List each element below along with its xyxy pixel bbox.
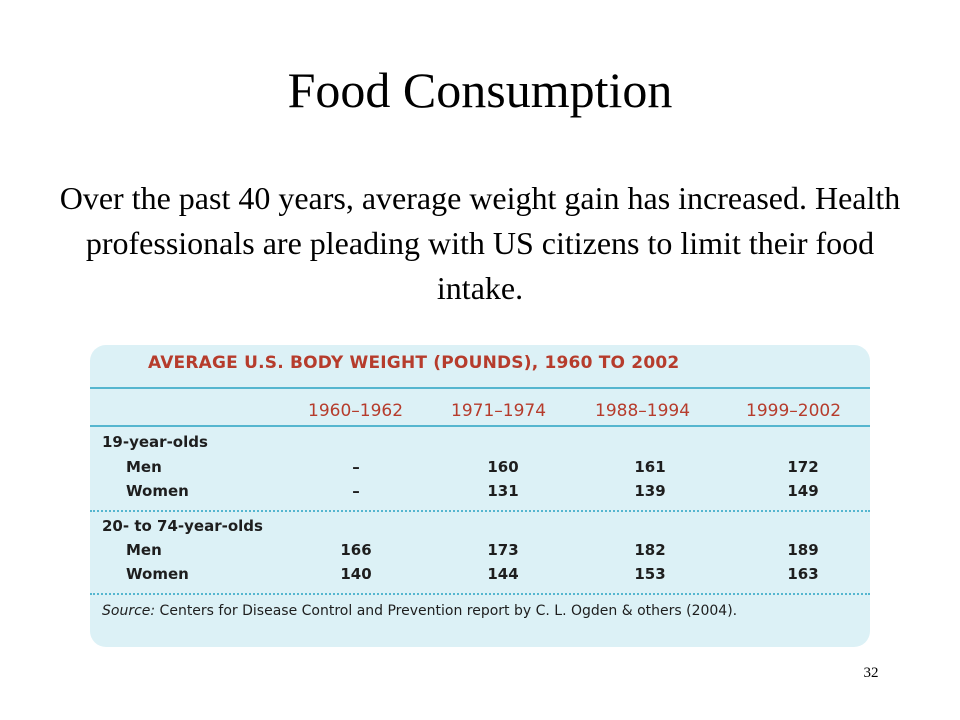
- slide-body-text: Over the past 40 years, average weight g…: [59, 180, 901, 306]
- table-title-rule: [90, 387, 870, 389]
- table-cell: 139: [634, 482, 666, 500]
- page-number: 32: [863, 665, 879, 681]
- column-header: 1999–2002: [746, 401, 842, 421]
- weight-table: AVERAGE U.S. BODY WEIGHT (POUNDS), 1960 …: [90, 345, 870, 647]
- table-cell: 173: [487, 541, 519, 559]
- column-header: 1960–1962: [308, 401, 404, 421]
- table-cell: 153: [634, 565, 666, 583]
- table-cell: 149: [787, 482, 819, 500]
- table-cell: –: [352, 482, 360, 500]
- table-cell: 182: [634, 541, 666, 559]
- source-text: Centers for Disease Control and Preventi…: [155, 603, 738, 619]
- row-label: Women: [126, 565, 189, 583]
- table-cell: 166: [340, 541, 372, 559]
- table-cell: 163: [787, 565, 819, 583]
- column-header: 1988–1994: [595, 401, 691, 421]
- table-cell: 160: [487, 458, 519, 476]
- group-label: 20- to 74-year-olds: [102, 517, 263, 535]
- table-cell: 172: [787, 458, 819, 476]
- row-label: Men: [126, 458, 162, 476]
- source-divider: [90, 593, 870, 595]
- row-label: Men: [126, 541, 162, 559]
- table-cell: 131: [487, 482, 519, 500]
- table-cell: 140: [340, 565, 372, 583]
- source-label: Source:: [102, 603, 156, 619]
- table-cell: 189: [787, 541, 819, 559]
- table-source: Source: Centers for Disease Control and …: [102, 603, 737, 619]
- group-label: 19-year-olds: [102, 433, 208, 451]
- row-label: Women: [126, 482, 189, 500]
- slide-title: Food Consumption: [287, 62, 673, 118]
- table-cell: 144: [487, 565, 519, 583]
- table-title: AVERAGE U.S. BODY WEIGHT (POUNDS), 1960 …: [148, 353, 680, 373]
- table-cell: –: [352, 458, 360, 476]
- group-divider: [90, 510, 870, 512]
- header-rule: [90, 425, 870, 427]
- table-cell: 161: [634, 458, 666, 476]
- column-header: 1971–1974: [451, 401, 547, 421]
